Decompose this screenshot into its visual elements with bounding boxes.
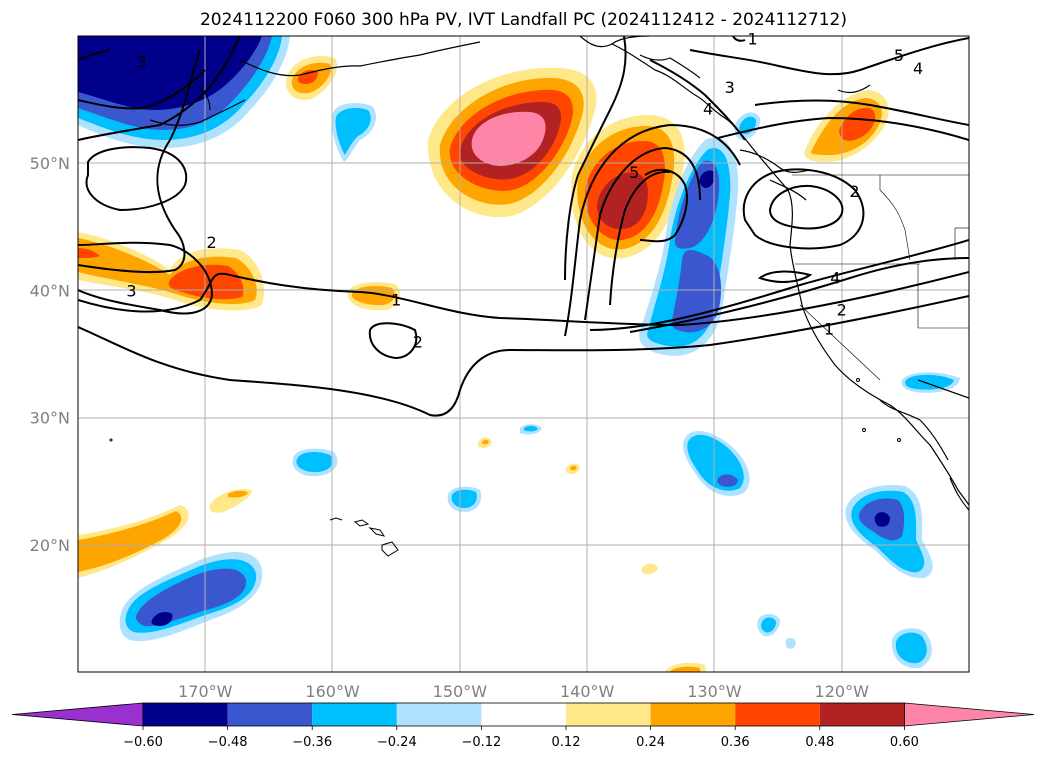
contour-label: 5: [894, 46, 904, 65]
contour-lines: [78, 36, 969, 417]
colorbar-tick-label: 0.48: [805, 735, 834, 750]
contour-label: 3: [137, 52, 147, 71]
map-frame: [77, 35, 970, 673]
contour-label: 3: [725, 78, 735, 97]
contour-label: 2: [837, 300, 847, 319]
colorbar-bin: [566, 703, 651, 726]
colorbar-tick-label: −0.24: [377, 735, 417, 750]
colorbar-bin: [143, 703, 228, 726]
contour-label: 1: [748, 30, 758, 49]
contour-label: 4: [913, 59, 923, 78]
longitude-label: 150°W: [433, 682, 488, 701]
longitude-label: 130°W: [687, 682, 742, 701]
contour-label: 4: [830, 269, 840, 288]
contour-label: 2: [849, 182, 859, 201]
colorbar-bin: [650, 703, 736, 726]
colorbar-bin: [819, 703, 905, 726]
colorbar-tick-labels: −0.60 −0.48 −0.36 −0.24 −0.12 0.12 0.24 0.36 0.4…: [123, 726, 919, 750]
contour-label: 2: [413, 332, 423, 351]
colorbar-tick-label: −0.60: [123, 735, 163, 750]
colorbar-bin: [396, 703, 482, 726]
gridlines: [78, 36, 969, 672]
colorbar-tick-label: 0.60: [890, 735, 919, 750]
longitude-label: 120°W: [815, 682, 870, 701]
islands: [109, 378, 901, 557]
colorbar-bin: [227, 703, 313, 726]
contour-label: 3: [126, 281, 136, 300]
colorbar-bin: [481, 703, 566, 726]
latitude-label: 40°N: [30, 281, 70, 300]
contour-label: 2: [207, 233, 217, 252]
contour-label: 1: [824, 320, 834, 339]
colorbar-extend-max: [904, 702, 1035, 727]
colorbar-frame: [142, 702, 905, 727]
contour-label: 1: [391, 290, 401, 309]
longitude-labels: 170°W 160°W 150°W 140°W 130°W 120°W: [178, 682, 869, 701]
latitude-label: 20°N: [30, 536, 70, 555]
colorbar-extend-min: [11, 702, 144, 727]
colorbar-tick-label: −0.48: [208, 735, 248, 750]
longitude-label: 160°W: [305, 682, 360, 701]
colorbar-bin: [312, 703, 397, 726]
longitude-label: 170°W: [178, 682, 233, 701]
map-title: 2024112200 F060 300 hPa PV, IVT Landfall…: [199, 10, 847, 30]
longitude-label: 140°W: [560, 682, 615, 701]
coastlines: [149, 36, 969, 511]
colorbar-tick-label: 0.36: [721, 735, 750, 750]
colorbar: [11, 702, 1035, 727]
latitude-label: 30°N: [30, 409, 70, 428]
colorbar-tick-label: −0.36: [292, 735, 332, 750]
colorbar-tick-label: 0.12: [552, 735, 581, 750]
shading-layer: [78, 36, 969, 672]
contour-label: 4: [703, 100, 713, 119]
colorbar-tick-label: −0.12: [461, 735, 501, 750]
latitude-labels: 20°N 30°N 40°N 50°N: [30, 154, 70, 555]
latitude-label: 50°N: [30, 154, 70, 173]
colorbar-tick-label: 0.24: [636, 735, 665, 750]
contour-label: 5: [629, 163, 639, 182]
colorbar-bin: [735, 703, 820, 726]
